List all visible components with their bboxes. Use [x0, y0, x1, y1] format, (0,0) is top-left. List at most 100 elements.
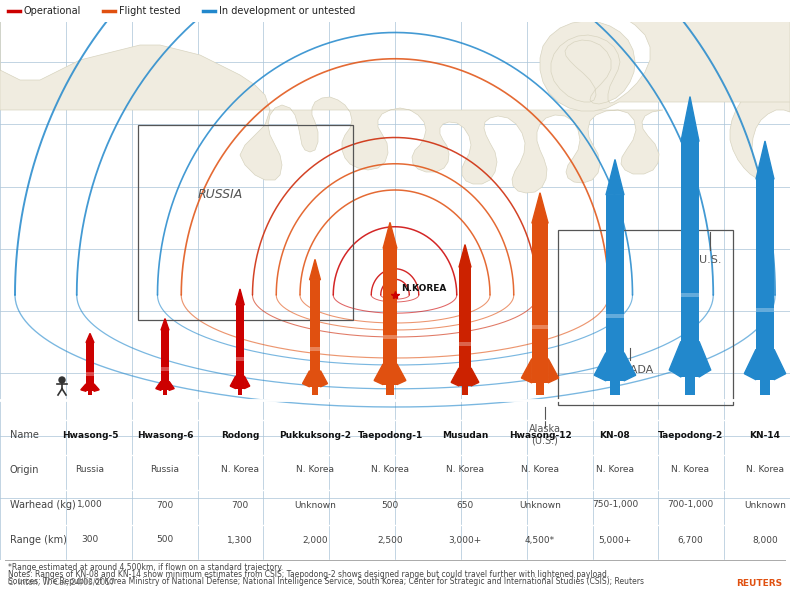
Text: N.KOREA: N.KOREA [401, 284, 446, 293]
Polygon shape [744, 349, 756, 380]
Polygon shape [94, 384, 100, 391]
Text: 700: 700 [156, 500, 174, 510]
Text: In development or untested: In development or untested [219, 6, 356, 16]
Bar [756, 179, 774, 380]
Bar [310, 280, 321, 387]
Bar [138, 125, 353, 320]
Text: Alaska
(U.S.): Alaska (U.S.) [529, 424, 561, 446]
Text: Operational: Operational [24, 6, 81, 16]
Bar [235, 305, 244, 389]
Polygon shape [521, 359, 532, 383]
Polygon shape [606, 159, 624, 195]
Polygon shape [451, 368, 459, 386]
Text: 500: 500 [156, 536, 174, 545]
Polygon shape [397, 364, 406, 385]
Text: 6,700: 6,700 [677, 536, 703, 545]
Polygon shape [756, 141, 774, 179]
Polygon shape [321, 371, 328, 387]
Polygon shape [156, 381, 161, 391]
Text: RUSSIA: RUSSIA [198, 188, 243, 202]
Bar [86, 372, 94, 376]
Text: Unknown: Unknown [744, 500, 786, 510]
Bar [161, 330, 169, 391]
Polygon shape [459, 245, 471, 267]
Text: 5,000+: 5,000+ [598, 536, 632, 545]
Text: Rodong: Rodong [221, 431, 259, 440]
Polygon shape [548, 359, 559, 383]
Bar [161, 368, 169, 371]
Text: 3,000+: 3,000+ [449, 536, 482, 545]
Polygon shape [161, 319, 169, 330]
Polygon shape [532, 193, 548, 223]
Bar [461, 386, 468, 395]
Text: Musudan: Musudan [442, 431, 488, 440]
Polygon shape [624, 353, 636, 381]
Bar [0, 560, 790, 590]
Polygon shape [230, 376, 235, 389]
Polygon shape [383, 222, 397, 248]
Text: REUTERS: REUTERS [735, 579, 782, 588]
Bar [310, 348, 321, 352]
Bar [685, 377, 695, 395]
Text: Pukkuksong-2: Pukkuksong-2 [279, 431, 351, 440]
Polygon shape [471, 368, 479, 386]
Polygon shape [169, 381, 175, 391]
Polygon shape [310, 260, 321, 280]
Text: 700: 700 [231, 500, 249, 510]
Text: Russia: Russia [151, 466, 179, 474]
Bar [383, 335, 397, 339]
Bar [532, 325, 548, 329]
Text: 1,000: 1,000 [77, 500, 103, 510]
Text: U.S.: U.S. [698, 255, 721, 265]
Bar [610, 381, 620, 395]
Text: Hwasong-12: Hwasong-12 [509, 431, 571, 440]
Polygon shape [730, 0, 790, 180]
Text: 650: 650 [457, 500, 474, 510]
Text: 1,300: 1,300 [228, 536, 253, 545]
Bar [0, 0, 790, 22]
Text: N. Korea: N. Korea [221, 466, 259, 474]
Polygon shape [235, 289, 244, 305]
Bar [760, 380, 770, 395]
Text: Notes: Ranges of KN-08 and KN-14 show minimum estimates from CSIS; Taepodong-2 s: Notes: Ranges of KN-08 and KN-14 show mi… [8, 570, 609, 579]
Text: 500: 500 [382, 500, 399, 510]
Bar [606, 195, 624, 381]
Bar [536, 383, 544, 395]
Text: Warhead (kg): Warhead (kg) [10, 500, 76, 510]
Bar [235, 358, 244, 361]
Text: 700-1,000: 700-1,000 [667, 500, 713, 510]
Text: CANADA: CANADA [607, 365, 653, 375]
Bar [459, 267, 471, 386]
Polygon shape [244, 376, 250, 389]
Bar [532, 223, 548, 383]
Text: Taepodong-2: Taepodong-2 [657, 431, 723, 440]
Text: Origin: Origin [10, 465, 40, 475]
Polygon shape [669, 341, 681, 377]
Bar [238, 389, 243, 395]
Text: N. Korea: N. Korea [671, 466, 709, 474]
Bar [681, 142, 699, 377]
Text: Sources: The Republic of Korea Ministry of National Defense; National Intelligen: Sources: The Republic of Korea Ministry … [8, 577, 644, 586]
Text: 4,500*: 4,500* [525, 536, 555, 545]
Polygon shape [374, 364, 383, 385]
Text: N. Korea: N. Korea [446, 466, 484, 474]
Text: KN-08: KN-08 [600, 431, 630, 440]
Text: Unknown: Unknown [519, 500, 561, 510]
Text: N. Korea: N. Korea [746, 466, 784, 474]
Polygon shape [594, 353, 606, 381]
Bar [681, 293, 699, 297]
Polygon shape [774, 349, 786, 380]
Text: N. Korea: N. Korea [371, 466, 409, 474]
Bar [606, 314, 624, 318]
Text: 2,000: 2,000 [303, 536, 328, 545]
Text: Hwasong-5: Hwasong-5 [62, 431, 118, 440]
Polygon shape [699, 341, 711, 377]
Text: Russia: Russia [76, 466, 104, 474]
Text: Flight tested: Flight tested [119, 6, 180, 16]
Polygon shape [0, 0, 663, 193]
Text: Hwasong-6: Hwasong-6 [137, 431, 194, 440]
Text: Unknown: Unknown [294, 500, 336, 510]
Text: Taepodong-1: Taepodong-1 [357, 431, 423, 440]
Bar [163, 391, 167, 395]
Text: Name: Name [10, 430, 39, 440]
